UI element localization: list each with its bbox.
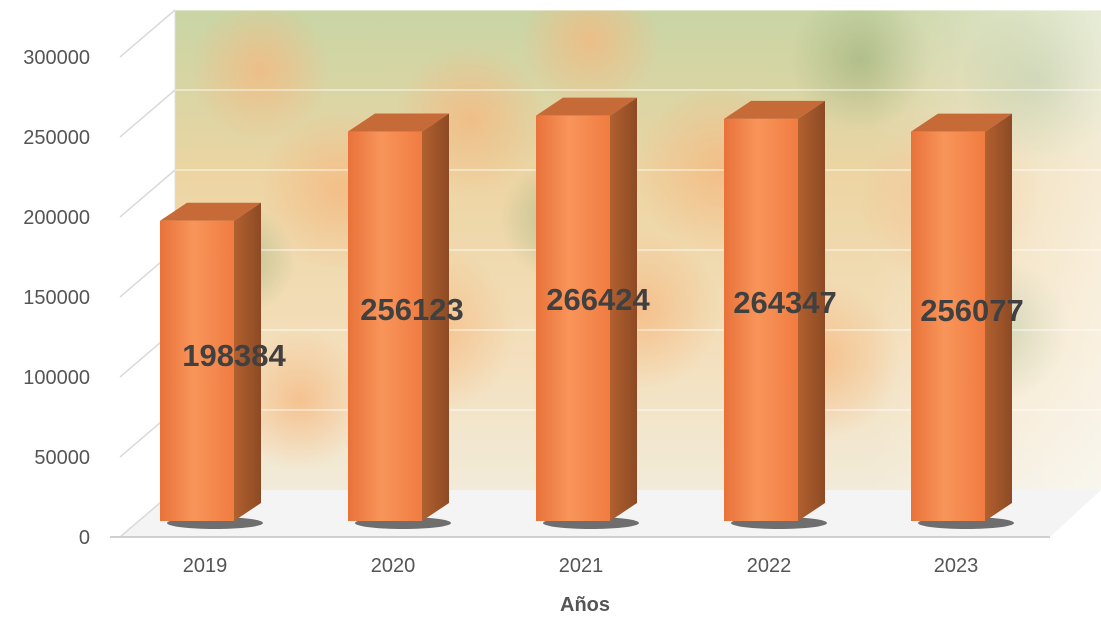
data-label: 198384 (182, 338, 286, 373)
y-tick-label: 250000 (23, 127, 90, 149)
y-tick-label: 150000 (23, 287, 90, 309)
y-tick-label: 100000 (23, 367, 90, 389)
y-tick-label: 200000 (23, 207, 90, 229)
gridline-diagonal (119, 169, 176, 218)
bar-front (348, 131, 422, 521)
x-tick-label: 2019 (183, 555, 228, 577)
bar-2020 (348, 113, 451, 529)
bar-top (348, 113, 449, 132)
data-label: 256123 (360, 292, 463, 327)
bar-side (422, 113, 449, 522)
bar-2019 (160, 202, 263, 529)
bar-top (724, 100, 825, 119)
y-axis-ticks: 0 50000 100000 150000 200000 250000 300000 (23, 47, 90, 549)
bar-top (160, 202, 261, 221)
bar-front (160, 220, 234, 521)
bar-side (610, 97, 637, 521)
bar-front (724, 118, 798, 521)
x-axis-ticks: 2019 2020 2021 2022 2023 (183, 555, 979, 577)
bar-top (536, 97, 637, 116)
x-tick-label: 2023 (934, 555, 979, 577)
data-label: 266424 (546, 282, 650, 317)
x-tick-label: 2021 (559, 555, 604, 577)
gridline-diagonal (119, 89, 176, 138)
x-axis-label: Años (560, 594, 610, 616)
y-tick-label: 300000 (23, 47, 90, 69)
bar-side (798, 100, 825, 521)
y-tick-label: 0 (79, 527, 90, 549)
bar-2022 (724, 100, 827, 529)
y-tick-label: 50000 (34, 447, 90, 469)
bar-2021 (536, 97, 639, 529)
gridline-diagonal (119, 9, 176, 58)
bar-front (911, 131, 985, 521)
bar-side (985, 113, 1012, 521)
gridlines (119, 9, 1101, 538)
bar-side (234, 202, 261, 521)
bar-2023 (911, 113, 1014, 529)
data-labels: 198384 256123 266424 264347 256077 (182, 282, 1023, 373)
bar-front (536, 115, 610, 521)
data-label: 264347 (733, 285, 836, 320)
data-label: 256077 (920, 293, 1023, 328)
bar-top (911, 113, 1012, 132)
x-tick-label: 2022 (747, 555, 792, 577)
x-tick-label: 2020 (371, 555, 416, 577)
bars (160, 97, 1014, 529)
